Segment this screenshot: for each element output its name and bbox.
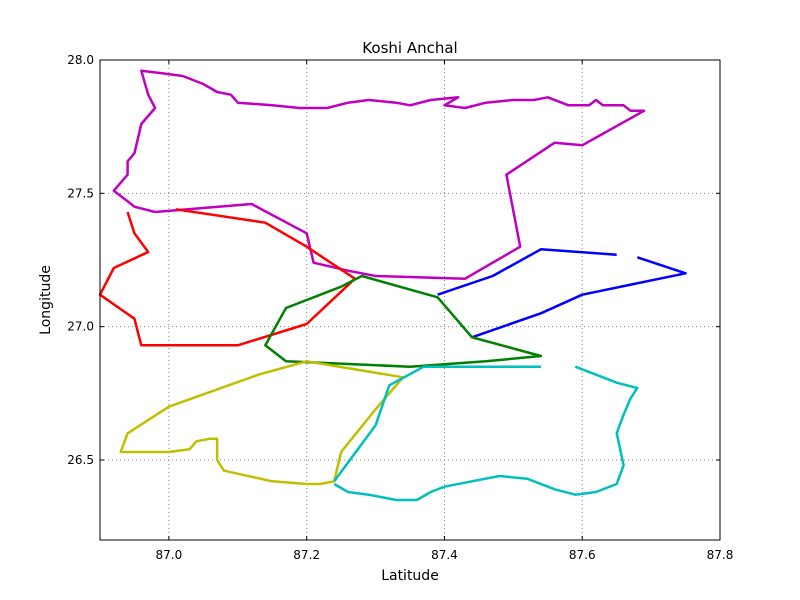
series-line-2-1 (471, 256, 687, 339)
x-tick-label: 87.6 (569, 548, 596, 562)
grid-lines (100, 59, 721, 540)
series-line-3-0 (264, 274, 543, 368)
x-tick-label: 87.4 (431, 548, 458, 562)
series-line-4-0 (119, 360, 405, 486)
plot-area-frame (99, 59, 721, 541)
chart-title: Koshi Anchal (362, 39, 457, 57)
x-tick-label: 87.0 (156, 548, 183, 562)
series-line-0-0 (112, 69, 646, 280)
axis-ticks: 87.0 87.2 87.4 87.6 87.8 26.5 27.0 27.5 28.0 (67, 53, 733, 562)
x-tick-label: 87.8 (707, 548, 734, 562)
series-line-2-0 (437, 248, 617, 296)
y-tick-label: 27.5 (67, 186, 94, 200)
y-tick-label: 27.0 (67, 320, 94, 334)
y-tick-label: 26.5 (67, 453, 94, 467)
series-line-5-0 (333, 365, 541, 483)
y-tick-label: 28.0 (67, 53, 94, 67)
plot-series (98, 69, 687, 502)
series-line-5-1 (333, 365, 639, 502)
x-axis-title: Latitude (381, 568, 439, 584)
y-axis-title: Longitude (38, 265, 54, 335)
x-tick-label: 87.2 (293, 548, 320, 562)
series-line-1-0 (98, 208, 357, 347)
